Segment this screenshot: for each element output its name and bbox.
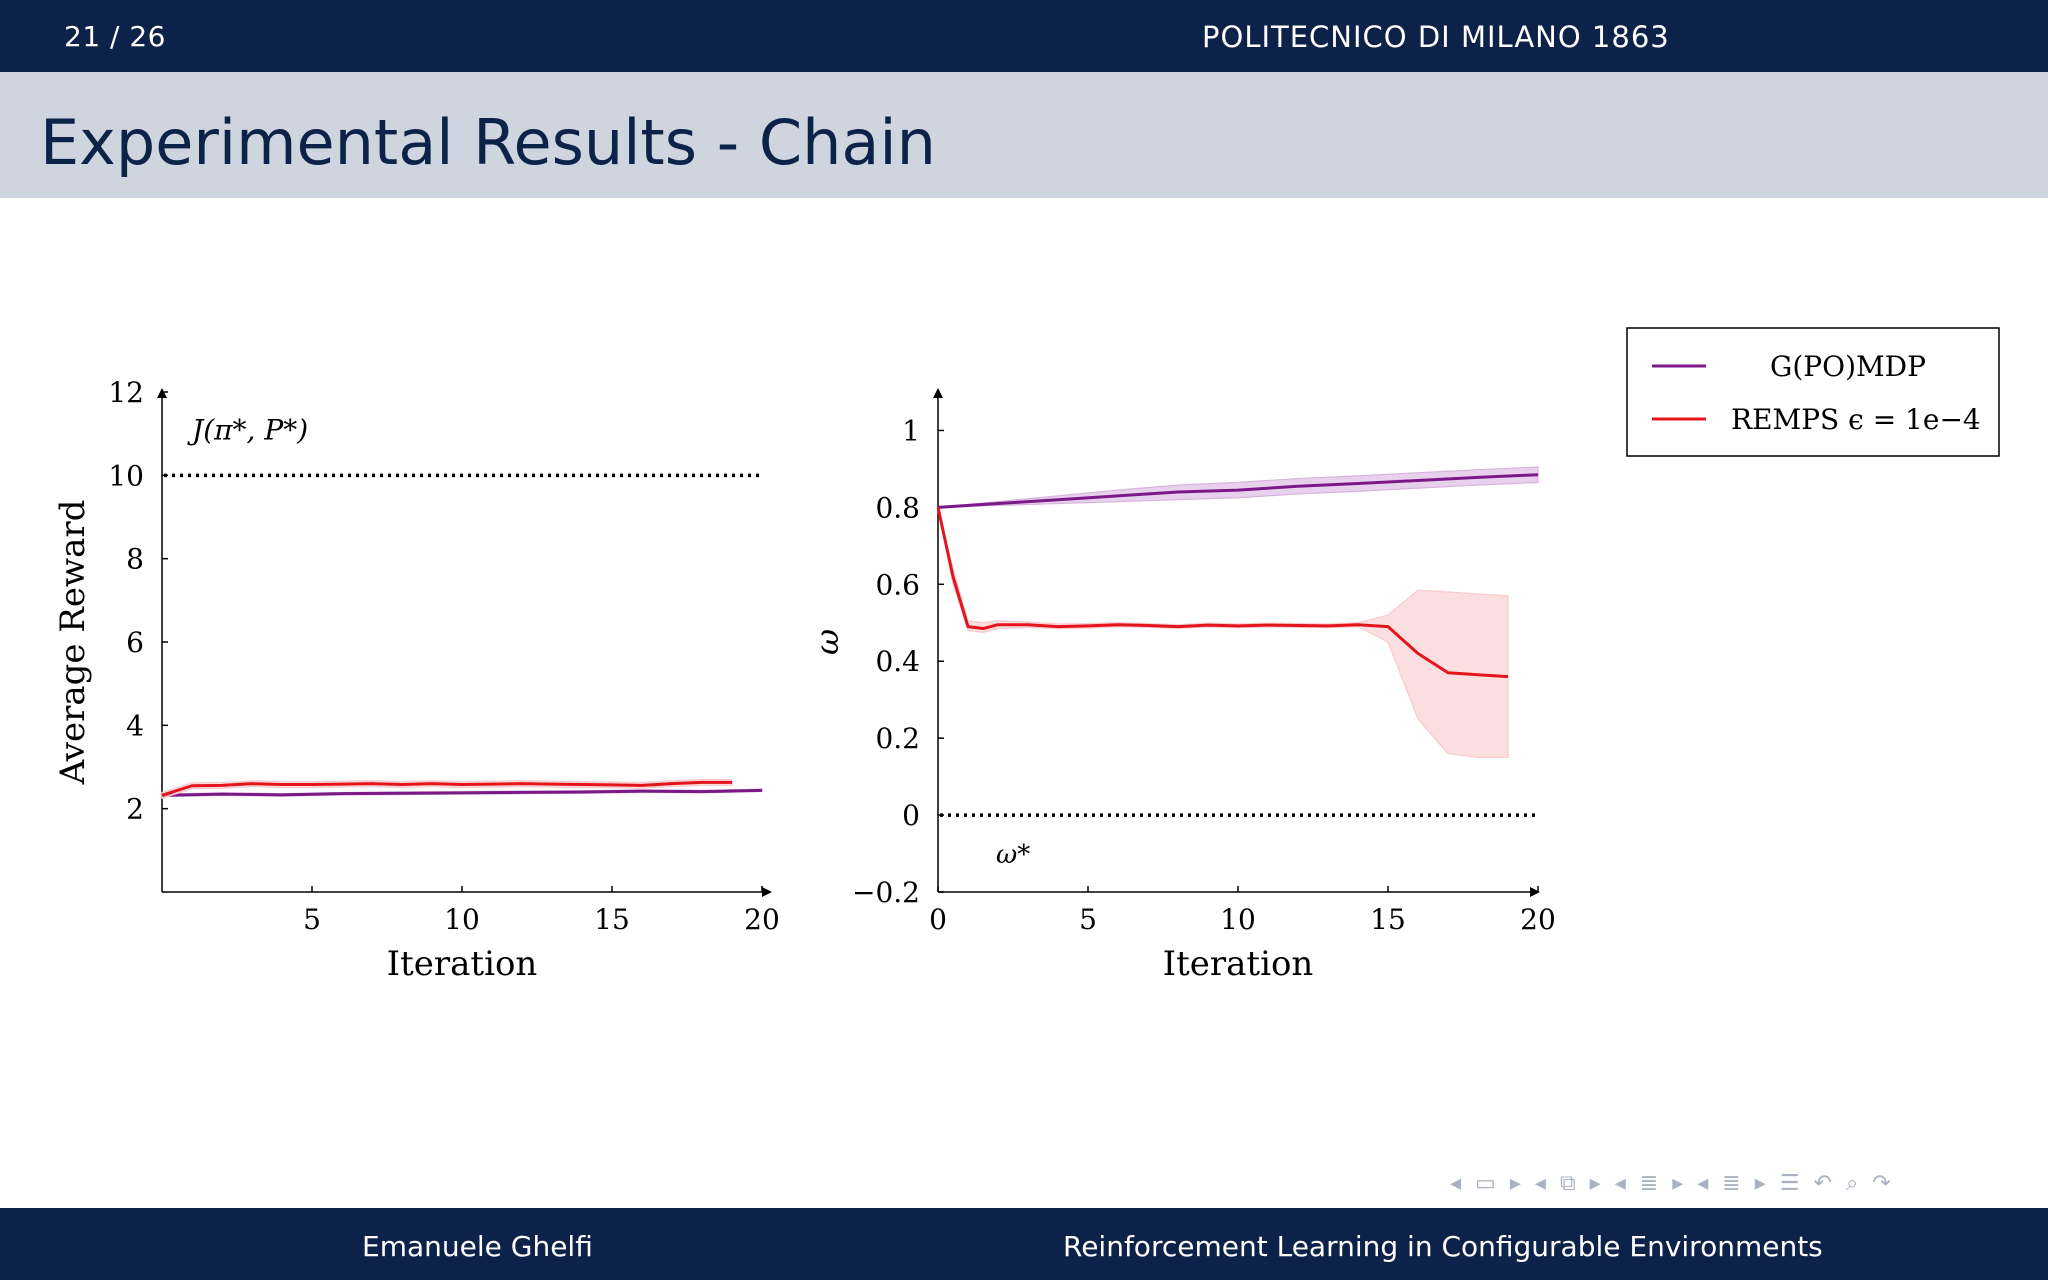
search-icon[interactable]: ⌕ [1845,1170,1859,1196]
c2-x-tick-label: 5 [1079,903,1097,936]
c1-y-tick-label: 10 [108,459,144,492]
legend: G(PO)MDP REMPS ϵ = 1e−4 [1626,327,2000,457]
nav-prev-icon[interactable]: ◂ [1450,1170,1462,1196]
section-icon[interactable]: ≣ [1639,1170,1659,1196]
c2-x-tick-label: 15 [1370,903,1406,936]
c2-y-axis-arrow [933,388,943,398]
c1-y-axis-arrow [157,388,167,398]
institution-name: POLITECNICO DI MILANO 1863 [1202,20,1670,54]
c2-series-line-0 [937,473,1539,509]
subsection-icon[interactable]: ≣ [1722,1170,1741,1196]
slide-title: Experimental Results - Chain [40,106,936,179]
legend-label-gpomdp: G(PO)MDP [1770,350,1926,383]
omega-chart: 0 5 10 15 20 −0.2 0 0.2 0.4 0.6 0.8 1 ω* Iteration… [808,388,1556,984]
c1-y-tick-label: 8 [126,543,144,576]
c1-y-tick-label: 4 [126,709,144,742]
nav-next-icon[interactable]: ▸ [1589,1170,1601,1196]
c2-y-tick-label: 0.4 [875,645,920,678]
header-bar: 21 / 26 POLITECNICO DI MILANO 1863 [0,0,2048,72]
c1-y-tick-label: 6 [126,626,144,659]
c2-x-tick-label: 20 [1520,903,1556,936]
c2-x-label: Iteration [1163,944,1314,984]
c1-y-tick-label: 2 [126,793,144,826]
beamer-navigation: ◂ ▭ ▸ ◂ ⧉ ▸ ◂ ≣ ▸ ◂ ≣ ▸ ☰ ↶ ⌕ ↷ [1450,1168,1891,1198]
legend-box [1626,327,2000,457]
c2-x-tick-label: 10 [1220,903,1256,936]
c1-series-line-0 [161,788,763,797]
c2-y-tick-label: 0.2 [875,722,920,755]
c1-x-axis-arrow [762,887,772,897]
c1-reference-label: J(π*, P*) [187,413,308,446]
c1-series-line-1 [161,780,732,797]
c2-y-tick-label: 0.8 [875,491,920,524]
c1-x-tick-label: 5 [303,903,321,936]
undo-icon[interactable]: ↶ [1813,1170,1832,1196]
title-bar: Experimental Results - Chain [0,72,2048,198]
c2-band-1 [937,507,1509,758]
nav-next-icon[interactable]: ▸ [1754,1170,1766,1196]
nav-prev-icon[interactable]: ◂ [1697,1170,1709,1196]
c1-x-tick-label: 10 [444,903,480,936]
footer-bar: Emanuele Ghelfi Reinforcement Learning i… [0,1208,2048,1280]
nav-next-icon[interactable]: ▸ [1509,1170,1521,1196]
c2-reference-label: ω* [996,840,1030,870]
legend-label-remps: REMPS ϵ = 1e−4 [1731,403,1981,436]
c2-y-tick-label: 0 [902,799,920,832]
c2-x-axis-arrow [1530,887,1540,897]
nav-prev-icon[interactable]: ◂ [1534,1170,1546,1196]
c2-x-tick-label: 0 [929,903,947,936]
redo-icon[interactable]: ↷ [1872,1170,1891,1196]
nav-prev-icon[interactable]: ◂ [1614,1170,1626,1196]
reward-chart: 5 10 15 20 2 4 6 8 10 12 J(π*, P*) Iteration Ave… [53,376,780,984]
frame-icon[interactable]: ▭ [1475,1170,1496,1196]
c2-y-tick-label: 1 [902,414,920,447]
c2-series-line-1 [936,507,1509,679]
c1-y-tick-label: 12 [108,376,144,409]
c1-y-label: Average Reward [53,500,93,786]
c2-y-tick-label: −0.2 [852,876,920,909]
footer-talk-title: Reinforcement Learning in Configurable E… [1063,1230,1823,1263]
outline-icon[interactable]: ☰ [1779,1170,1800,1196]
footer-author: Emanuele Ghelfi [362,1230,593,1263]
c1-x-label: Iteration [387,944,538,984]
c1-x-tick-label: 20 [744,903,780,936]
nav-next-icon[interactable]: ▸ [1672,1170,1684,1196]
c2-y-label: ω [808,629,846,655]
c2-y-tick-label: 0.6 [875,568,920,601]
page-number: 21 / 26 [64,20,166,53]
c1-x-tick-label: 15 [594,903,630,936]
slides-icon[interactable]: ⧉ [1559,1170,1576,1196]
